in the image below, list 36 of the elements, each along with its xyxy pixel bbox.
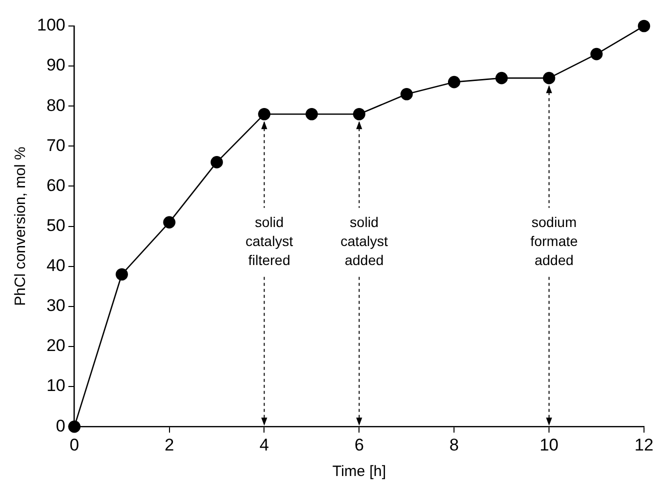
y-tick-label: 40 bbox=[46, 256, 66, 276]
y-tick-label: 60 bbox=[46, 176, 66, 195]
y-tick-label: 50 bbox=[46, 216, 66, 235]
point bbox=[258, 108, 270, 120]
point bbox=[495, 72, 508, 84]
point bbox=[590, 48, 603, 60]
y-tick-label: 30 bbox=[46, 296, 66, 316]
point bbox=[163, 216, 176, 228]
x-tick-label: 10 bbox=[540, 435, 559, 454]
y-tick-label: 10 bbox=[46, 376, 66, 396]
x-tick-label: 12 bbox=[634, 435, 654, 454]
point bbox=[638, 20, 650, 32]
point bbox=[210, 156, 223, 168]
x-tick-label: 8 bbox=[449, 435, 459, 454]
y-axis-title: PhCl conversion, mol % bbox=[12, 146, 30, 306]
x-tick-label: 2 bbox=[164, 435, 174, 454]
point bbox=[542, 72, 556, 84]
point bbox=[448, 76, 460, 88]
x-tick-label: 6 bbox=[354, 435, 364, 454]
x-tick-label: 0 bbox=[70, 435, 80, 454]
y-tick-label: 0 bbox=[56, 416, 66, 436]
y-tick-label: 80 bbox=[46, 96, 66, 115]
y-tick-label: 100 bbox=[36, 16, 66, 35]
y-tick-label: 90 bbox=[46, 56, 66, 75]
x-tick-label: 4 bbox=[260, 435, 269, 454]
point bbox=[353, 108, 366, 120]
point bbox=[400, 88, 413, 100]
y-tick-label: 70 bbox=[46, 136, 66, 155]
annotation: solid catalyst added bbox=[340, 214, 388, 268]
x-axis-title: Time [h] bbox=[332, 463, 386, 480]
point bbox=[306, 108, 318, 120]
y-tick-label: 20 bbox=[46, 336, 66, 356]
annotation: solid catalyst filtered bbox=[246, 214, 294, 268]
point bbox=[68, 420, 81, 433]
annotation: sodium formate added bbox=[530, 214, 578, 268]
point bbox=[116, 268, 128, 281]
